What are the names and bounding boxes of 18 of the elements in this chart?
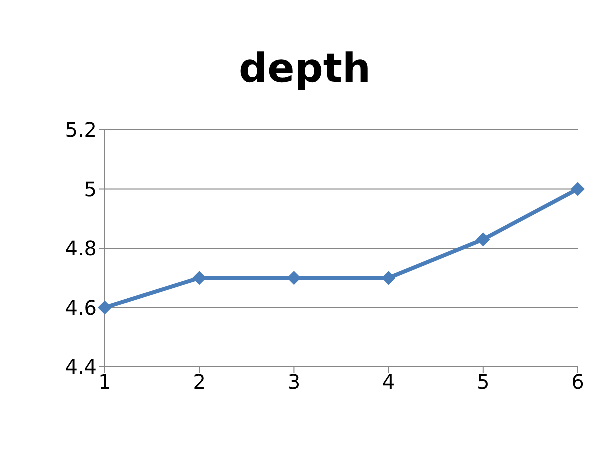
y-tick-label: 4.8 [65, 236, 97, 261]
chart-title: depth [238, 46, 372, 92]
point [476, 232, 490, 247]
point [287, 271, 302, 286]
x-tick-label: 4 [382, 370, 396, 394]
y-tick-label: 4.6 [65, 296, 97, 320]
y-tick-label: 4.4 [65, 355, 97, 380]
point [98, 300, 112, 315]
y-tick-label: 5 [84, 177, 97, 202]
x-tick-label: 2 [193, 370, 206, 394]
x-tick-label: 6 [572, 370, 584, 394]
point [192, 271, 207, 286]
y-tick-label: 5.2 [65, 118, 97, 142]
point [571, 182, 585, 196]
x-tick-label: 3 [288, 370, 301, 394]
x-tick-label: 5 [477, 370, 490, 394]
point [382, 271, 396, 286]
x-tick-label: 1 [98, 370, 112, 394]
